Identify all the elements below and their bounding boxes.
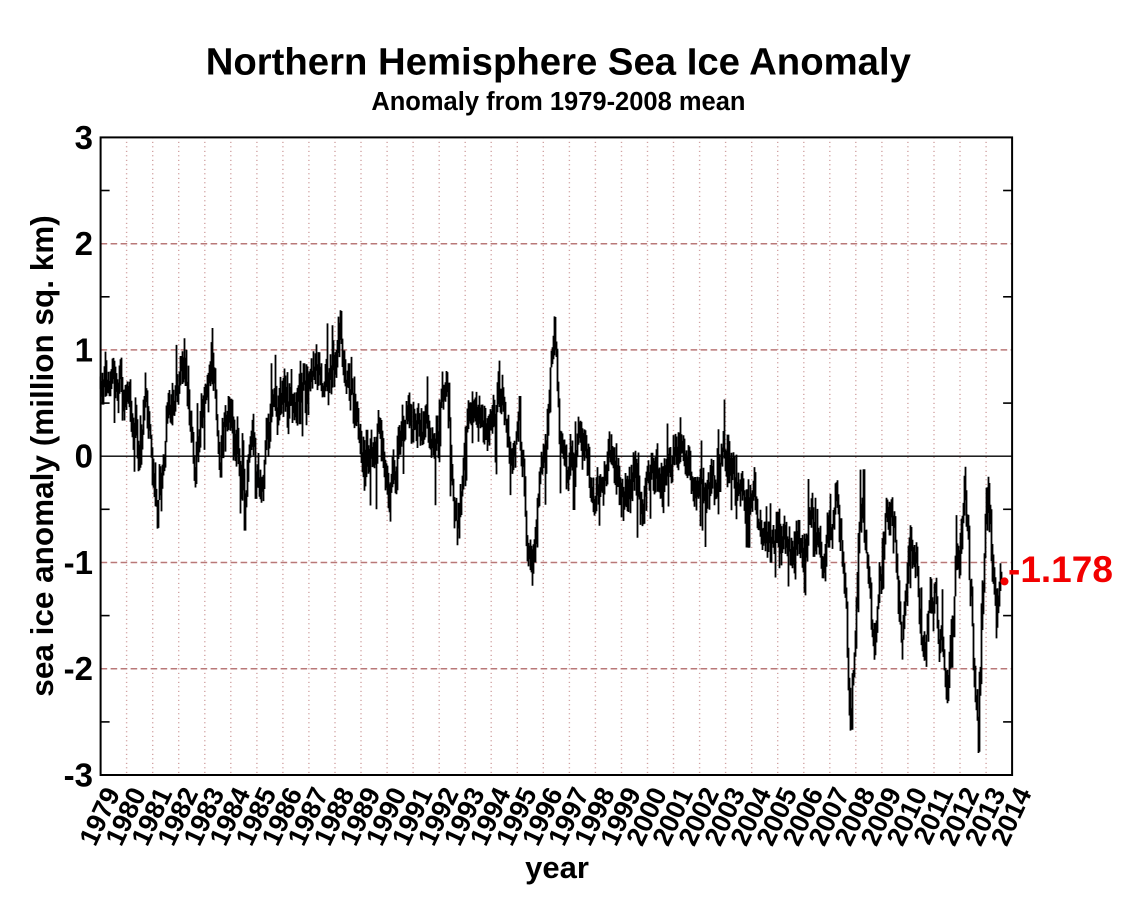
svg-text:Northern Hemisphere Sea Ice An: Northern Hemisphere Sea Ice Anomaly xyxy=(206,40,912,83)
svg-text:3: 3 xyxy=(75,119,93,156)
svg-text:sea ice anomaly (million sq. k: sea ice anomaly (million sq. km) xyxy=(24,215,60,696)
svg-text:0: 0 xyxy=(75,438,93,475)
svg-text:2: 2 xyxy=(75,225,93,262)
svg-text:-2: -2 xyxy=(64,650,93,687)
svg-text:1: 1 xyxy=(75,331,93,368)
svg-text:-1: -1 xyxy=(64,544,93,581)
svg-text:Anomaly from 1979-2008 mean: Anomaly from 1979-2008 mean xyxy=(371,88,745,116)
svg-text:year: year xyxy=(525,850,589,885)
svg-text:-3: -3 xyxy=(64,757,93,794)
svg-text:-1.178: -1.178 xyxy=(1008,549,1113,590)
